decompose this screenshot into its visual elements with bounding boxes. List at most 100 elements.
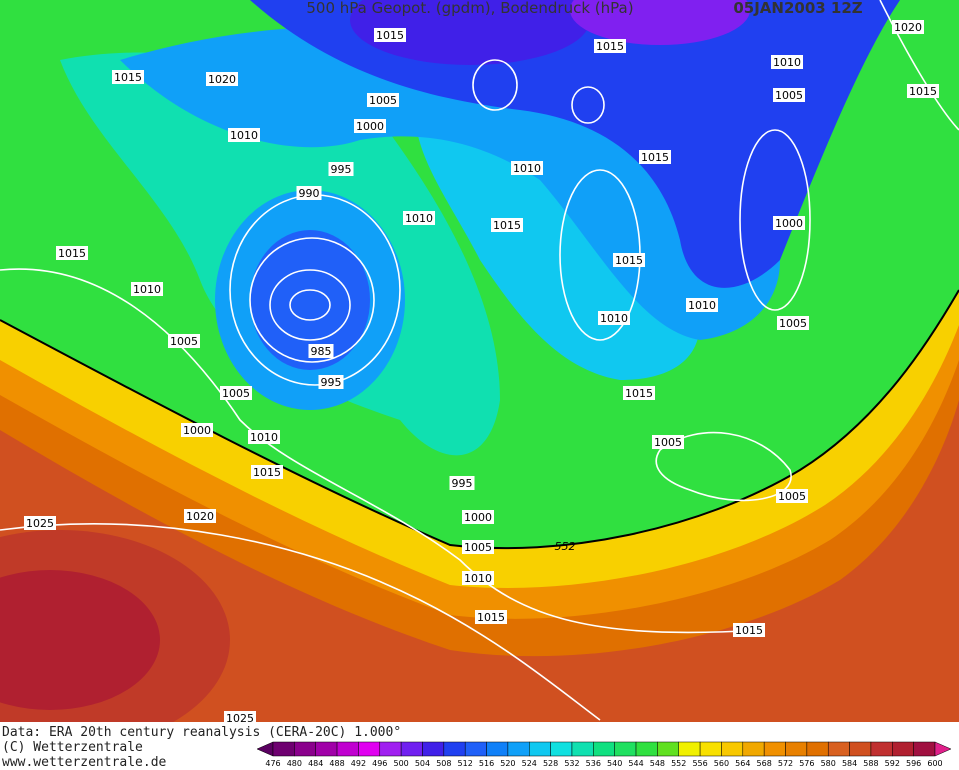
contour-label: 1000 bbox=[464, 511, 492, 524]
contour-label: 1005 bbox=[170, 335, 198, 348]
colorbar-end bbox=[934, 741, 952, 757]
contour-label: 1005 bbox=[222, 387, 250, 400]
contour-label-box bbox=[686, 298, 718, 312]
isobars bbox=[0, 0, 959, 721]
footer-copyright: (C) Wetterzentrale bbox=[2, 740, 143, 755]
colorbar-box bbox=[336, 741, 359, 757]
contour-label: 1005 bbox=[775, 89, 803, 102]
isobar bbox=[571, 86, 605, 124]
height-label: 552 bbox=[555, 540, 576, 553]
isobar bbox=[879, 0, 959, 131]
colorbar-label: 540 bbox=[607, 759, 622, 768]
contour-label-box bbox=[462, 571, 494, 585]
contour-label: 1015 bbox=[625, 387, 653, 400]
contour-label: 1010 bbox=[688, 299, 716, 312]
colorbar-box bbox=[422, 741, 445, 757]
contour-label-box bbox=[892, 20, 924, 34]
colorbar-box bbox=[827, 741, 850, 757]
colorbar-box bbox=[358, 741, 381, 757]
colorbar-label: 532 bbox=[564, 759, 579, 768]
colorbar-label: 500 bbox=[393, 759, 408, 768]
contour-label-box bbox=[403, 211, 435, 225]
contour-label-box bbox=[491, 218, 523, 232]
colorbar-box bbox=[699, 741, 722, 757]
colorbar-box bbox=[657, 741, 679, 757]
contour-label-box bbox=[475, 610, 507, 624]
isobar bbox=[472, 59, 518, 111]
contour-label-box bbox=[613, 253, 645, 267]
contour-label: 1020 bbox=[894, 21, 922, 34]
contour-label: 1015 bbox=[615, 254, 643, 267]
colorbar-box bbox=[272, 741, 295, 757]
colorbar-label: 476 bbox=[265, 759, 280, 768]
contour-labels: 1015 1015 1020 1015 1020 1010 1015 1005 1005 1000… bbox=[24, 20, 939, 725]
contour-label-box bbox=[773, 88, 805, 102]
colorbar-box bbox=[593, 741, 615, 757]
isobar bbox=[0, 268, 761, 634]
isobar bbox=[249, 237, 375, 363]
colorbar-box bbox=[785, 741, 808, 757]
colorbar-label: 512 bbox=[458, 759, 473, 768]
map-title: 500 hPa Geopot. (gpdm), Bodendruck (hPa) bbox=[306, 0, 633, 17]
contour-label: 1005 bbox=[779, 317, 807, 330]
footer-url: www.wetterzentrale.de bbox=[2, 755, 167, 770]
contour-label-box bbox=[228, 128, 260, 142]
colorbar-label: 496 bbox=[372, 759, 387, 768]
colorbar-label: 488 bbox=[329, 759, 344, 768]
contour-label-box bbox=[206, 72, 238, 86]
contour-label: 985 bbox=[311, 345, 332, 358]
contour-label: 1005 bbox=[464, 541, 492, 554]
colorbar-box bbox=[507, 741, 530, 757]
contour-label-box bbox=[733, 623, 765, 637]
colorbar-box bbox=[379, 741, 402, 757]
colorbar-box bbox=[849, 741, 872, 757]
colorbar-label: 584 bbox=[842, 759, 857, 768]
contour-label-box bbox=[220, 386, 252, 400]
contour-552 bbox=[0, 289, 959, 550]
contour-label-box bbox=[773, 216, 805, 230]
colorbar-label: 548 bbox=[650, 759, 665, 768]
contour-label-box bbox=[308, 344, 334, 358]
colorbar-box bbox=[294, 741, 316, 757]
colorbar-box bbox=[529, 741, 551, 757]
contour-label-box bbox=[184, 509, 216, 523]
contour-label: 1025 bbox=[26, 517, 54, 530]
colorbar-label: 508 bbox=[436, 759, 451, 768]
colorbar-box bbox=[614, 741, 637, 757]
contour-label-box bbox=[776, 489, 808, 503]
contour-label: 1010 bbox=[773, 56, 801, 69]
colorbar-label: 576 bbox=[799, 759, 814, 768]
contour-label-box bbox=[374, 28, 406, 42]
field-deep-blue bbox=[350, 0, 590, 65]
colorbar-label: 484 bbox=[308, 759, 323, 768]
colorbar-label: 504 bbox=[415, 759, 430, 768]
contour-label: 1010 bbox=[230, 129, 258, 142]
colorbar-box bbox=[400, 741, 423, 757]
colorbar-label: 480 bbox=[287, 759, 302, 768]
contour-label: 1015 bbox=[493, 219, 521, 232]
contour-label-box bbox=[511, 161, 543, 175]
isobar bbox=[289, 289, 331, 321]
contour-label-box bbox=[907, 84, 939, 98]
colorbar-label: 536 bbox=[586, 759, 601, 768]
field-cyan-north bbox=[415, 90, 700, 380]
colorbar-label: 492 bbox=[351, 759, 366, 768]
contour-label: 1015 bbox=[735, 624, 763, 637]
contour-label: 1010 bbox=[513, 162, 541, 175]
colorbar-box bbox=[635, 741, 658, 757]
colorbar-box bbox=[763, 741, 786, 757]
colorbar-box bbox=[892, 741, 914, 757]
field-blue bbox=[250, 0, 900, 288]
colorbar-box bbox=[486, 741, 509, 757]
contour-label: 990 bbox=[299, 187, 320, 200]
contour-label-box bbox=[224, 711, 256, 725]
colorbar-box bbox=[870, 741, 893, 757]
contour-label: 1000 bbox=[775, 217, 803, 230]
colorbar-box bbox=[571, 741, 594, 757]
contour-label: 1010 bbox=[405, 212, 433, 225]
contour-label-box bbox=[771, 55, 803, 69]
contour-label: 995 bbox=[452, 477, 473, 490]
contour-label-box bbox=[56, 246, 88, 260]
colorbar-label: 568 bbox=[757, 759, 772, 768]
